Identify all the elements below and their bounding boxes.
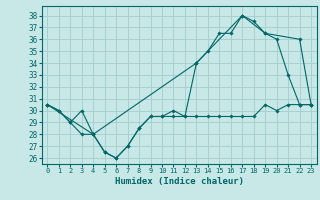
X-axis label: Humidex (Indice chaleur): Humidex (Indice chaleur) [115,177,244,186]
